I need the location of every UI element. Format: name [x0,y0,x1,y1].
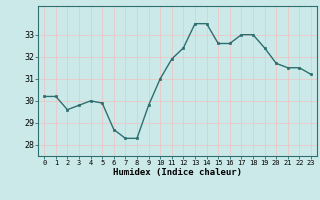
X-axis label: Humidex (Indice chaleur): Humidex (Indice chaleur) [113,168,242,177]
